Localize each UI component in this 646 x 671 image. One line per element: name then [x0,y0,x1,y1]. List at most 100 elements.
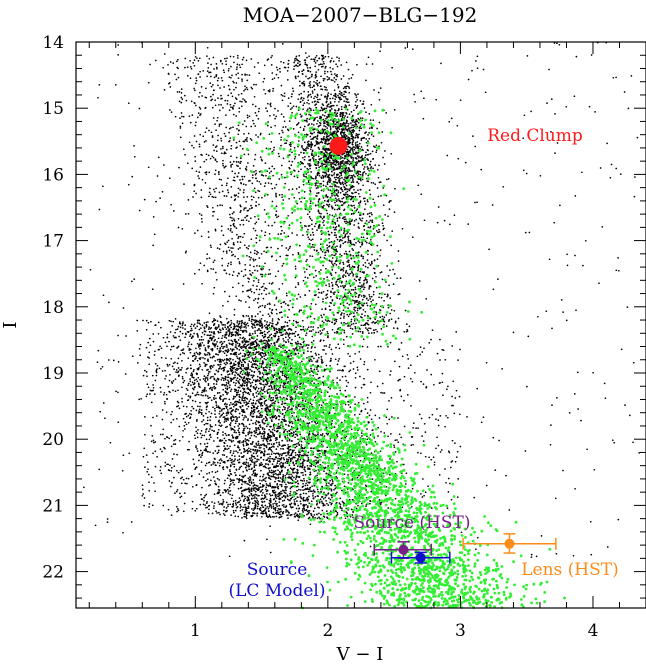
black-point [177,389,179,392]
black-point [288,464,291,467]
black-point [146,383,149,386]
black-point [290,354,293,357]
black-point [250,86,253,89]
black-point [523,114,526,117]
black-point [250,431,253,434]
black-point [350,289,353,291]
black-point [332,125,334,128]
black-point [227,505,229,508]
black-point [326,330,329,333]
black-point [317,331,320,334]
black-point [332,169,335,171]
black-point [329,125,332,128]
black-point [317,146,320,149]
black-point [249,273,252,275]
black-point [312,326,315,328]
black-point [318,63,320,66]
black-point [347,481,350,484]
black-point [399,277,402,279]
black-point [245,397,248,400]
black-point [245,59,248,62]
black-point [229,216,232,219]
black-point [273,384,276,387]
black-point [253,455,256,458]
black-point [357,302,360,305]
black-point [281,400,284,403]
black-point [317,356,320,359]
black-point [226,445,229,447]
black-point [202,394,204,397]
black-point [277,479,280,482]
black-point [229,451,232,454]
black-point [205,324,208,327]
black-point [139,354,142,357]
black-point [342,343,345,346]
black-point [324,125,327,128]
black-point [319,339,322,341]
black-point [176,328,179,330]
black-point [170,413,172,416]
black-point [206,478,209,481]
black-point [205,127,208,129]
black-point [233,308,236,311]
black-point [351,265,354,268]
black-point [389,374,391,376]
black-point [262,297,265,300]
black-point [436,352,439,355]
black-point [427,485,429,488]
black-point [307,451,310,454]
black-point [286,390,288,393]
black-point [214,229,217,232]
black-point [100,367,102,370]
black-point [315,187,318,189]
black-point [356,311,358,314]
black-point [148,506,150,508]
black-point [271,187,274,190]
black-point [299,489,302,491]
black-point [218,391,221,394]
black-point [241,508,244,511]
black-point [185,423,188,426]
black-point [550,424,552,426]
black-point [295,343,298,345]
black-point [257,458,260,461]
black-point [262,473,265,476]
black-point [396,439,398,441]
black-point [194,232,196,234]
black-point [259,329,262,332]
black-point [332,180,335,183]
black-point [345,87,347,90]
black-point [281,445,283,448]
black-point [253,466,256,469]
black-point [185,405,188,408]
black-point [363,224,366,227]
black-point [369,167,372,169]
black-point [227,335,230,337]
black-point [344,375,347,378]
black-point [314,421,317,424]
black-point [353,148,356,151]
black-point [352,181,355,183]
black-point [233,362,235,365]
black-point [108,301,110,304]
black-point [309,80,312,83]
black-point [174,390,177,393]
black-point [323,224,325,227]
black-point [229,503,232,506]
black-point [258,447,261,449]
black-point [444,468,446,470]
black-point [256,324,258,326]
black-point [221,145,224,148]
black-point [206,353,208,356]
black-point [273,442,275,445]
black-point [187,421,190,424]
black-point [228,88,231,91]
black-point [268,428,271,431]
black-point [255,169,257,172]
black-point [254,249,256,252]
black-point [311,335,314,338]
black-point [336,217,339,220]
black-point [252,481,255,484]
black-point [336,245,338,248]
black-point [244,440,247,443]
